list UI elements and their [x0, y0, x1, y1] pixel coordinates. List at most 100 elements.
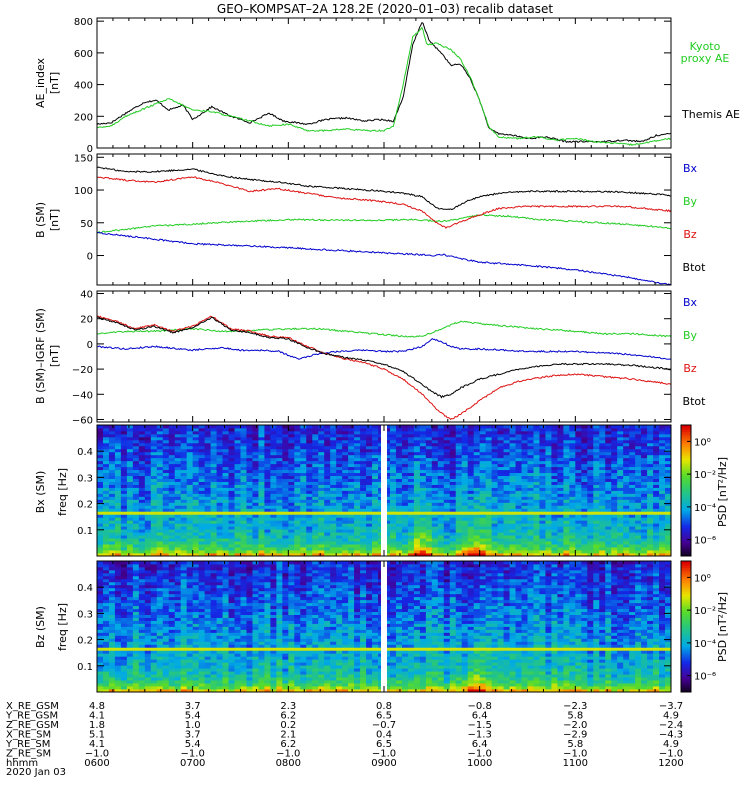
spectrogram-cell — [515, 436, 522, 441]
spectrogram-cell — [437, 487, 445, 491]
spectrogram-cell — [443, 505, 451, 509]
spectrogram-cell — [497, 502, 504, 506]
y-tick-label: 800 — [74, 17, 93, 28]
spec-bz-ylabel: Bz (SM) — [34, 606, 47, 648]
spectrogram-cell — [132, 508, 140, 512]
spectrogram-cell — [467, 532, 475, 536]
spectrogram-cell — [449, 481, 457, 485]
spectrogram-cell — [605, 541, 612, 545]
spectrogram-cell — [168, 484, 176, 488]
colorbar-tick-label: 10⁰ — [694, 437, 711, 448]
spectrogram-cell — [102, 448, 110, 453]
spectrogram-cell — [126, 641, 134, 645]
spectrogram-cell — [473, 535, 481, 539]
spectrogram-cell — [216, 550, 223, 554]
spectrogram-cell — [437, 538, 445, 542]
spectrogram-cell — [180, 430, 188, 435]
y-tick-label: 50 — [80, 219, 93, 230]
spectrogram-cell — [599, 484, 606, 488]
spectrogram-cell — [282, 493, 289, 497]
spectrogram-cell — [360, 463, 367, 468]
spectrogram-cell — [515, 475, 522, 479]
spectrogram-cell — [210, 544, 217, 548]
spectrogram-cell — [114, 677, 122, 681]
spectrogram-cell — [270, 544, 277, 548]
spectrogram-cell — [264, 445, 271, 450]
spectrogram-cell — [270, 532, 277, 536]
spectrogram-cell — [180, 541, 188, 545]
spectrogram-cell — [401, 502, 409, 506]
spectrogram-cell — [228, 469, 235, 474]
spectrogram-cell — [431, 550, 439, 554]
spectrogram-cell — [425, 535, 433, 539]
spectrogram-cell — [246, 454, 253, 459]
spectrogram-cell — [509, 526, 516, 530]
spectrogram-cell — [234, 550, 241, 554]
spectrogram-cell — [413, 529, 421, 533]
spectrogram-cell — [467, 496, 475, 500]
spectrogram-cell — [593, 433, 600, 438]
spectrogram-cell — [228, 541, 235, 545]
spectrogram-cell — [485, 532, 493, 536]
spectrogram-cell — [563, 484, 570, 488]
spectrogram-cell — [174, 514, 182, 518]
spectrogram-cell — [437, 511, 445, 515]
spectrogram-cell — [126, 689, 134, 693]
spectrogram-cell — [306, 535, 313, 539]
spectrogram-cell — [246, 425, 253, 429]
spectrogram-cell — [617, 463, 624, 468]
spectrogram-cell — [192, 502, 200, 506]
spectrogram-cell — [425, 526, 433, 530]
spectrogram-cell — [527, 520, 534, 524]
spectrogram-cell — [276, 535, 283, 539]
spectrogram-cell — [593, 490, 600, 494]
spectrogram-cell — [605, 475, 612, 479]
spectrogram-cell — [599, 439, 606, 444]
spectrogram-cell — [174, 460, 182, 465]
spectrogram-cell — [593, 425, 600, 429]
spectrogram-cell — [563, 538, 570, 542]
spectrogram-cell — [312, 496, 319, 500]
spectrogram-cell — [354, 469, 361, 474]
spectrogram-cell — [593, 511, 600, 515]
spectrogram-cell — [192, 553, 200, 557]
spectrogram-cell — [330, 520, 337, 524]
spectrogram-cell — [575, 550, 582, 554]
spectrogram-cell — [557, 514, 564, 518]
spectrogram-cell — [617, 532, 624, 536]
spectrogram-cell — [509, 478, 516, 482]
spectrogram-cell — [605, 508, 612, 512]
spectrogram-cell — [401, 487, 409, 491]
spectrogram-cell — [126, 683, 134, 687]
spectrogram-cell — [557, 496, 564, 500]
spectrogram-cell — [97, 445, 104, 450]
spectrogram-cell — [300, 430, 307, 435]
spectrogram-cell — [473, 544, 481, 548]
spectrogram-cell — [330, 481, 337, 485]
spectrogram-cell — [240, 535, 247, 539]
spectrogram-cell — [192, 520, 200, 524]
spectrogram-cell — [593, 502, 600, 506]
spectrogram-cell — [539, 526, 546, 530]
spectrogram-cell — [180, 445, 188, 450]
spectrogram-cell — [575, 425, 582, 429]
spectrogram-cell — [108, 608, 116, 613]
spectrogram-cell — [593, 526, 600, 530]
spectrogram-cell — [401, 520, 409, 524]
spectrogram-cell — [342, 550, 349, 554]
spectrogram-cell — [563, 436, 570, 441]
spectrogram-cell — [150, 544, 158, 548]
spectrogram-cell — [234, 433, 241, 438]
spectrogram-cell — [587, 520, 594, 524]
spectrogram-cell — [539, 469, 546, 474]
spectrogram-cell — [120, 442, 128, 447]
spectrogram-cell — [437, 433, 445, 438]
spectrogram-cell — [246, 532, 253, 536]
spectrogram-cell — [108, 436, 116, 441]
spectrogram-cell — [120, 547, 128, 551]
spectrogram-cell — [479, 517, 487, 521]
spectrogram-cell — [366, 425, 373, 429]
spectrogram-cell — [162, 442, 170, 447]
spectrogram-cell — [527, 478, 534, 482]
